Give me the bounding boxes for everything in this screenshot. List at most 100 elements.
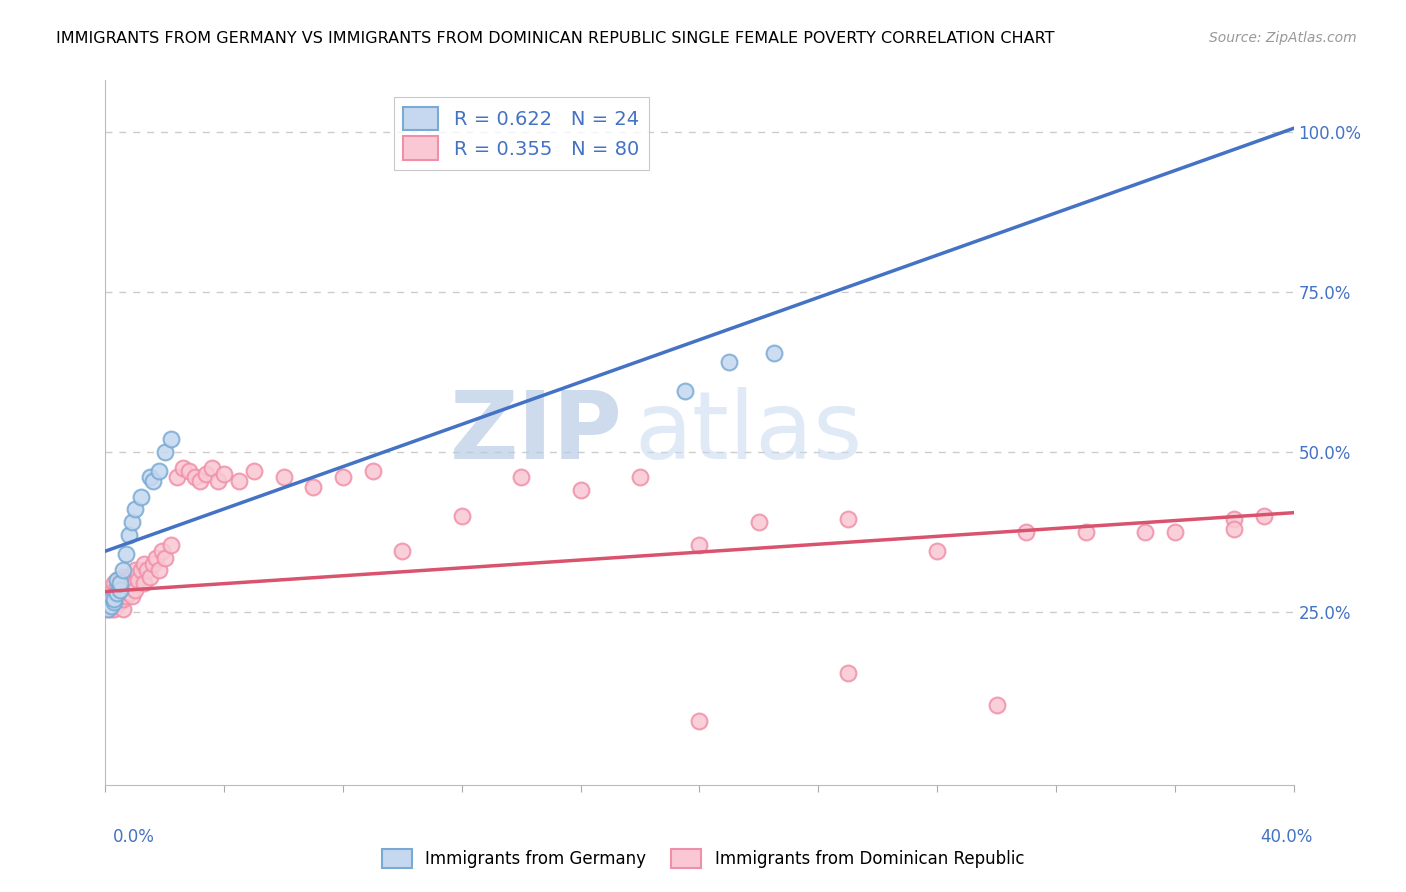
Point: [153, 445, 176, 459]
Point: [110, 573, 132, 587]
Point: [150, 544, 173, 558]
Point: [100, 595, 122, 609]
Point: [689, 714, 711, 728]
Point: [132, 576, 155, 591]
Point: [118, 570, 141, 584]
Point: [121, 570, 143, 584]
Point: [112, 563, 135, 577]
Point: [103, 595, 125, 609]
Point: [105, 586, 128, 600]
Point: [100, 592, 122, 607]
Point: [718, 355, 741, 369]
Point: [628, 470, 651, 484]
Point: [97, 595, 120, 609]
Point: [332, 470, 354, 484]
Point: [118, 528, 141, 542]
Point: [110, 582, 132, 597]
Legend: Immigrants from Germany, Immigrants from Dominican Republic: Immigrants from Germany, Immigrants from…: [375, 843, 1031, 875]
Point: [762, 345, 785, 359]
Point: [1223, 522, 1246, 536]
Text: IMMIGRANTS FROM GERMANY VS IMMIGRANTS FROM DOMINICAN REPUBLIC SINGLE FEMALE POVE: IMMIGRANTS FROM GERMANY VS IMMIGRANTS FR…: [56, 31, 1054, 46]
Point: [127, 573, 149, 587]
Point: [97, 601, 120, 615]
Point: [100, 599, 122, 613]
Point: [183, 470, 205, 484]
Text: atlas: atlas: [634, 386, 862, 479]
Point: [103, 589, 125, 603]
Point: [1223, 512, 1246, 526]
Point: [100, 586, 122, 600]
Point: [110, 576, 132, 591]
Point: [153, 550, 176, 565]
Point: [1253, 508, 1275, 523]
Point: [837, 665, 859, 680]
Point: [121, 516, 143, 530]
Point: [689, 538, 711, 552]
Point: [112, 579, 135, 593]
Point: [105, 573, 128, 587]
Point: [139, 470, 162, 484]
Point: [97, 592, 120, 607]
Point: [112, 601, 135, 615]
Point: [124, 502, 146, 516]
Point: [166, 470, 188, 484]
Point: [391, 544, 413, 558]
Point: [172, 461, 194, 475]
Point: [142, 474, 165, 488]
Point: [148, 563, 170, 577]
Point: [361, 464, 384, 478]
Point: [115, 547, 138, 561]
Point: [100, 599, 122, 613]
Point: [1074, 524, 1097, 539]
Point: [214, 467, 236, 482]
Point: [124, 576, 146, 591]
Point: [201, 461, 224, 475]
Point: [115, 576, 138, 591]
Point: [132, 557, 155, 571]
Point: [129, 563, 152, 577]
Point: [100, 592, 122, 607]
Point: [124, 582, 146, 597]
Point: [97, 599, 120, 613]
Point: [105, 595, 128, 609]
Point: [103, 576, 125, 591]
Point: [159, 432, 181, 446]
Text: Source: ZipAtlas.com: Source: ZipAtlas.com: [1209, 31, 1357, 45]
Point: [510, 470, 533, 484]
Point: [302, 480, 325, 494]
Point: [110, 595, 132, 609]
Point: [115, 589, 138, 603]
Point: [100, 601, 122, 615]
Point: [97, 595, 120, 609]
Point: [110, 586, 132, 600]
Point: [1015, 524, 1038, 539]
Point: [105, 573, 128, 587]
Point: [145, 550, 167, 565]
Point: [97, 601, 120, 615]
Point: [118, 586, 141, 600]
Point: [927, 544, 949, 558]
Text: ZIP: ZIP: [450, 386, 623, 479]
Point: [159, 538, 181, 552]
Point: [112, 570, 135, 584]
Text: 40.0%: 40.0%: [1260, 828, 1313, 846]
Point: [569, 483, 592, 498]
Point: [243, 464, 266, 478]
Point: [177, 464, 200, 478]
Point: [273, 470, 295, 484]
Point: [103, 595, 125, 609]
Point: [450, 508, 472, 523]
Point: [105, 586, 128, 600]
Point: [105, 579, 128, 593]
Point: [207, 474, 229, 488]
Point: [105, 592, 128, 607]
Point: [136, 563, 159, 577]
Point: [1133, 524, 1156, 539]
Point: [124, 563, 146, 577]
Point: [673, 384, 696, 398]
Point: [103, 592, 125, 607]
Point: [190, 474, 212, 488]
Text: 0.0%: 0.0%: [112, 828, 155, 846]
Point: [1164, 524, 1187, 539]
Point: [103, 601, 125, 615]
